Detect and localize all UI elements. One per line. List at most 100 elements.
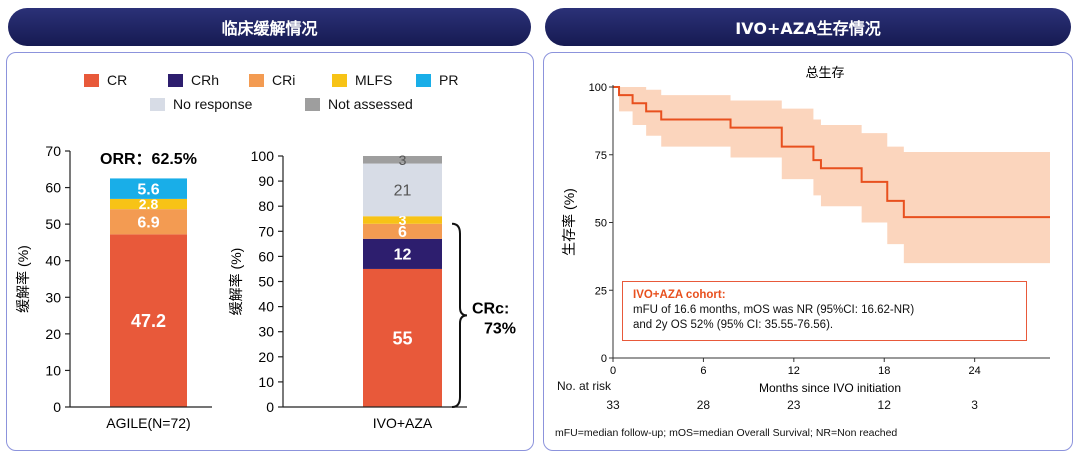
legend-item-crh: CRh: [168, 72, 219, 88]
legend-swatch: [305, 97, 320, 111]
data-label-no-response: 21: [394, 183, 412, 200]
bar-chart-1: 0 10 20 30 40 50 60 70 缓解率 (%) 47.2 6.9 2.85.6 AGILE…: [15, 143, 212, 431]
legend-label: Not assessed: [328, 96, 413, 112]
footnote: mFU=median follow-up; mOS=median Overall…: [555, 427, 898, 439]
y-tick-label: 30: [45, 289, 61, 305]
km-y-tick-label: 25: [595, 285, 607, 297]
y-tick-label: 100: [251, 148, 275, 164]
legend-item-cri: CRi: [249, 72, 295, 88]
bar-segment-cri: [110, 209, 187, 235]
data-label-not-assessed: 3: [399, 152, 407, 168]
bar-segment-mlfs: [363, 216, 442, 224]
legend-swatch: [249, 73, 264, 87]
bar-segment-no-response: [363, 163, 442, 217]
legend-swatch: [332, 73, 347, 87]
data-label-cr: 47.2: [131, 311, 166, 331]
y-tick-label: 30: [258, 324, 274, 340]
left-panel-banner: 临床缓解情况: [8, 8, 531, 46]
y-tick-label: 80: [258, 198, 274, 214]
km-y-tick-label: 0: [601, 353, 607, 365]
y-tick-label: 60: [258, 248, 274, 264]
y-tick-label: 60: [45, 180, 61, 196]
legend-label: PR: [439, 72, 459, 88]
legend-label: CRh: [191, 72, 220, 88]
y-tick-label: 10: [258, 374, 274, 390]
legend-item-no-response: No response: [150, 96, 252, 112]
crc-label-1: CRc:: [472, 300, 509, 317]
km-y-axis-label: 生存率 (%): [561, 188, 577, 256]
cohort-line-2: and 2y OS 52% (95% CI: 35.55-76.56).: [633, 319, 834, 331]
bar-segment-not-assessed: [363, 156, 442, 164]
at-risk-value: 23: [787, 398, 801, 412]
legend-swatch: [150, 97, 165, 111]
y-tick-label: 50: [45, 216, 61, 232]
y-axis-label: 缓解率 (%): [228, 248, 244, 316]
legend-item-mlfs: MLFS: [332, 72, 392, 88]
bar-segment-mlfs: [110, 198, 187, 210]
y-tick-label: 70: [45, 143, 61, 159]
confidence-band: [613, 87, 1050, 264]
legend-swatch: [84, 73, 99, 87]
bar-segment-cri: [363, 223, 442, 239]
y-tick-label: 0: [53, 399, 61, 415]
y-axis-label: 缓解率 (%): [15, 245, 31, 313]
y-tick-label: 40: [258, 299, 274, 315]
bar-segment-cr: [363, 268, 442, 407]
data-label-cri: 6: [398, 224, 407, 241]
y-tick-label: 10: [45, 362, 61, 378]
crc-bracket: [451, 222, 468, 408]
category-label: IVO+AZA: [373, 415, 433, 431]
y-tick-label: 70: [258, 223, 274, 239]
y-tick-label: 90: [258, 173, 274, 189]
km-y-tick-label: 75: [595, 150, 607, 162]
legend-label: No response: [173, 96, 253, 112]
data-label-mlfs: 2.8: [139, 196, 159, 212]
km-x-tick-label: 6: [700, 365, 706, 377]
legend-swatch: [416, 73, 431, 87]
y-tick-label: 20: [258, 349, 274, 365]
data-label-crh: 12: [394, 247, 412, 264]
km-x-tick-label: 24: [969, 365, 981, 377]
at-risk-value: 12: [877, 398, 891, 412]
bar-segment-crh: [363, 238, 442, 269]
category-label: AGILE(N=72): [106, 415, 190, 431]
legend-label: MLFS: [355, 72, 393, 88]
data-label-pr: 5.6: [137, 181, 159, 198]
km-x-tick-label: 18: [878, 365, 890, 377]
left-panel: [6, 52, 534, 451]
at-risk-value: 28: [696, 398, 711, 412]
survival-curve: [613, 86, 1050, 219]
legend-label: CR: [107, 72, 128, 88]
bar-segment-cr: [110, 234, 187, 407]
right-panel-banner: IVO+AZA生存情况: [545, 8, 1071, 46]
y-tick-label: 40: [45, 253, 61, 269]
km-x-tick-label: 12: [788, 365, 800, 377]
y-tick-label: 0: [266, 399, 274, 415]
left-panel-title: 临床缓解情况: [221, 19, 318, 38]
right-panel-title: IVO+AZA生存情况: [735, 19, 881, 38]
at-risk-label: No. at risk: [557, 379, 612, 393]
km-y-tick-label: 100: [589, 82, 607, 94]
at-risk-value: 33: [606, 398, 620, 412]
km-x-tick-label: 0: [610, 365, 616, 377]
cohort-box: IVO+AZA cohort: mFU of 16.6 months, mOS …: [622, 281, 1027, 341]
km-x-axis-label: Months since IVO initiation: [759, 381, 901, 395]
legend-item-pr: PR: [416, 72, 458, 88]
data-label-cri: 6.9: [137, 215, 159, 232]
legend-item-not-assessed: Not assessed: [305, 96, 413, 112]
y-tick-label: 50: [258, 274, 274, 290]
data-label-mlfs: 3: [399, 212, 407, 228]
at-risk-value: 3: [971, 398, 978, 412]
bar-segment-pr: [110, 178, 187, 199]
legend-item-cr: CR: [84, 72, 127, 88]
crc-label-2: 73%: [484, 320, 516, 337]
y-tick-label: 20: [45, 326, 61, 342]
legend-label: CRi: [272, 72, 296, 88]
km-plot-title: 总生存: [805, 65, 844, 80]
cohort-title: IVO+AZA cohort:: [633, 289, 726, 301]
km-y-tick-label: 50: [595, 218, 607, 230]
data-label-cr: 55: [392, 328, 412, 348]
